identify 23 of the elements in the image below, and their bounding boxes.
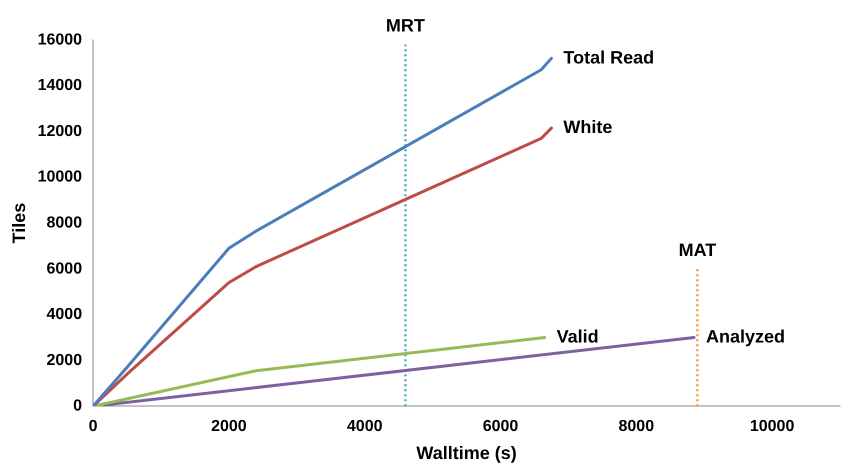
x-tick-label: 8000: [618, 418, 654, 436]
x-tick-label: 10000: [750, 418, 794, 436]
y-tick-label: 0: [73, 398, 82, 415]
series-label: MRT: [386, 16, 425, 36]
series-label: MAT: [678, 240, 716, 260]
series-label: Total Read: [563, 47, 654, 68]
y-tick-label: 2000: [46, 352, 82, 369]
y-axis-title: Tiles: [8, 202, 29, 244]
x-tick-label: 6000: [482, 418, 518, 436]
x-axis-title: Walltime (s): [416, 443, 517, 464]
y-tick-label: 8000: [46, 214, 82, 232]
x-tick-label: 2000: [211, 418, 247, 436]
y-tick-label: 4000: [46, 306, 82, 324]
series-label: Valid: [556, 326, 599, 347]
x-tick-label: 4000: [346, 418, 383, 436]
y-tick-label: 10000: [38, 168, 82, 186]
y-tick-label: 12000: [38, 122, 82, 140]
y-tick-label: 16000: [38, 31, 82, 48]
y-tick-label: 6000: [46, 260, 82, 278]
series-label: White: [563, 117, 612, 138]
series-label: Analyzed: [706, 326, 786, 347]
y-tick-label: 14000: [38, 77, 82, 94]
x-tick-label: 0: [88, 418, 98, 436]
